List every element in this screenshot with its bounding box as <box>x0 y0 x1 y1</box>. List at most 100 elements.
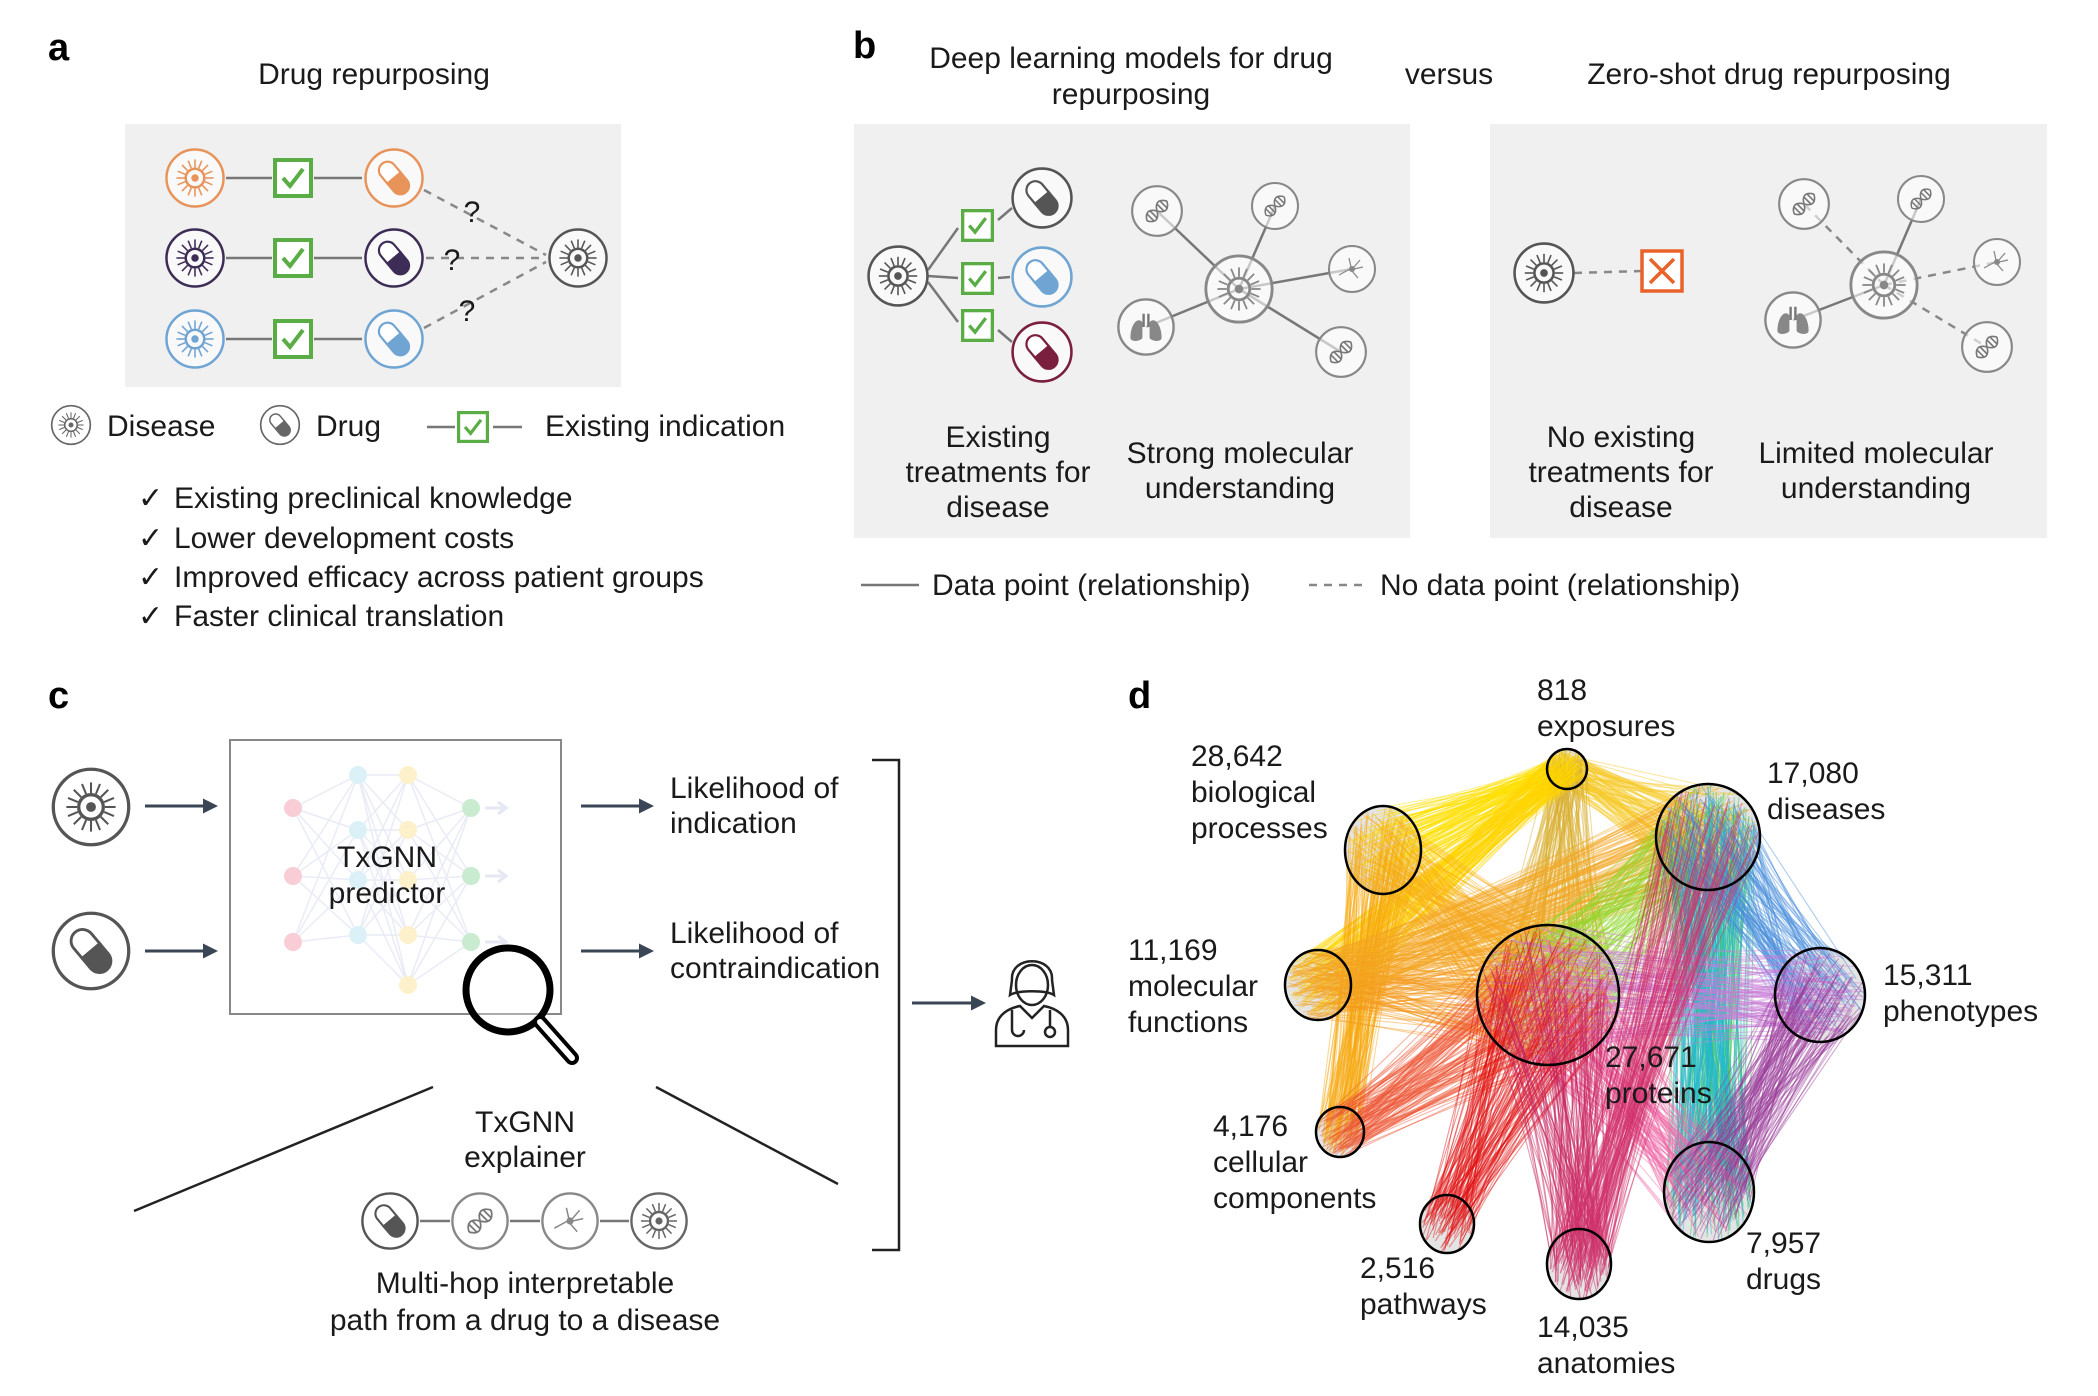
edge <box>1501 1000 1551 1253</box>
edge <box>1325 982 1562 1114</box>
edge <box>1320 805 1738 956</box>
edge <box>1378 852 1594 1020</box>
edge <box>1566 779 1706 861</box>
edge <box>1684 803 1736 1165</box>
legend-dashed: No data point (relationship) <box>1380 569 1740 602</box>
edge <box>1357 810 1368 1140</box>
node-count: 28,642 <box>1191 740 1283 773</box>
edge <box>1354 828 1358 1122</box>
edge <box>1498 765 1554 1025</box>
edge <box>1319 775 1567 1016</box>
edge <box>1704 975 1789 1143</box>
edge <box>1542 951 1576 1242</box>
edge <box>1676 975 1829 1180</box>
edge <box>1560 875 1674 1244</box>
edge <box>1351 960 1529 1121</box>
edge <box>1606 963 1792 988</box>
edge <box>1361 757 1566 848</box>
edge <box>1557 972 1567 1282</box>
edge <box>1355 980 1534 1127</box>
edge <box>1586 802 1688 1292</box>
edge <box>1486 980 1865 1001</box>
disease-icon <box>51 767 131 847</box>
edge <box>1374 840 1585 956</box>
edge <box>1547 877 1693 973</box>
edge <box>1449 982 1535 1236</box>
edge <box>1567 759 1738 872</box>
edge <box>1705 797 1712 1155</box>
edge <box>1372 883 1503 1001</box>
edge <box>1553 759 1743 839</box>
drug-icon <box>364 228 424 288</box>
edge <box>1328 827 1356 1144</box>
edge <box>1319 880 1706 1008</box>
edge <box>1712 1012 1791 1163</box>
edge <box>1588 835 1756 1236</box>
edge <box>1573 879 1693 1231</box>
edge <box>1593 815 1682 1243</box>
edge <box>1389 835 1526 1022</box>
edge <box>1318 866 1353 1128</box>
edge <box>1511 795 1723 1023</box>
edge <box>1325 775 1570 1005</box>
edge <box>1334 808 1386 1153</box>
node-count: 14,035 <box>1537 1311 1629 1344</box>
edge <box>1580 802 1743 1260</box>
edge <box>1697 878 1853 1008</box>
edge <box>1316 953 1519 957</box>
edge <box>1706 810 1713 1215</box>
edge <box>1540 761 1550 1021</box>
edge <box>1348 1000 1609 1139</box>
edge <box>1382 879 1553 954</box>
edge <box>1574 758 1694 857</box>
edge <box>1379 856 1600 998</box>
edge <box>1492 998 1843 1015</box>
edge <box>1320 1052 1516 1137</box>
edge <box>1291 884 1693 976</box>
edge <box>1590 953 1601 1280</box>
edge <box>1289 972 1562 991</box>
edge <box>1365 752 1572 882</box>
edge <box>1538 756 1555 953</box>
edge <box>1571 1026 1745 1199</box>
edge <box>1694 991 1803 1152</box>
edge <box>1313 820 1663 967</box>
edge <box>1347 883 1406 1124</box>
edge <box>1449 932 1538 1221</box>
edge-bundle-phenotypes-drugs <box>1665 952 1864 1241</box>
edge <box>1309 774 1572 1018</box>
edge <box>1734 810 1778 1006</box>
edge <box>1468 965 1498 1233</box>
edge <box>1561 770 1701 883</box>
node-label: pathways <box>1360 1288 1487 1321</box>
edge <box>1325 834 1388 1140</box>
edge <box>1554 767 1688 841</box>
edge <box>1739 1016 1853 1188</box>
edge <box>1547 947 1728 1160</box>
edge <box>1459 1007 1586 1227</box>
edge <box>1380 778 1553 871</box>
edge <box>1385 779 1576 872</box>
edge <box>1312 969 1573 1061</box>
edge <box>1342 967 1541 1137</box>
edge <box>1444 957 1596 1208</box>
edge <box>1330 962 1570 984</box>
edge <box>1535 771 1586 1052</box>
edge <box>1304 786 1568 961</box>
edge <box>1332 863 1731 968</box>
edge <box>1392 821 1589 951</box>
edge <box>1557 990 1748 1216</box>
edge <box>1715 804 1735 1186</box>
edge <box>1562 753 1684 882</box>
edge <box>1552 997 1694 1217</box>
edge <box>1569 765 1690 846</box>
edge <box>1682 845 1694 1212</box>
edge <box>1727 859 1731 1148</box>
edge <box>1564 967 1668 1200</box>
edge <box>1587 1051 1690 1212</box>
edge <box>1486 965 1705 1203</box>
edge <box>1326 786 1572 971</box>
node-label: diseases <box>1767 793 1885 826</box>
network-node <box>349 821 367 839</box>
edge <box>1352 775 1571 841</box>
